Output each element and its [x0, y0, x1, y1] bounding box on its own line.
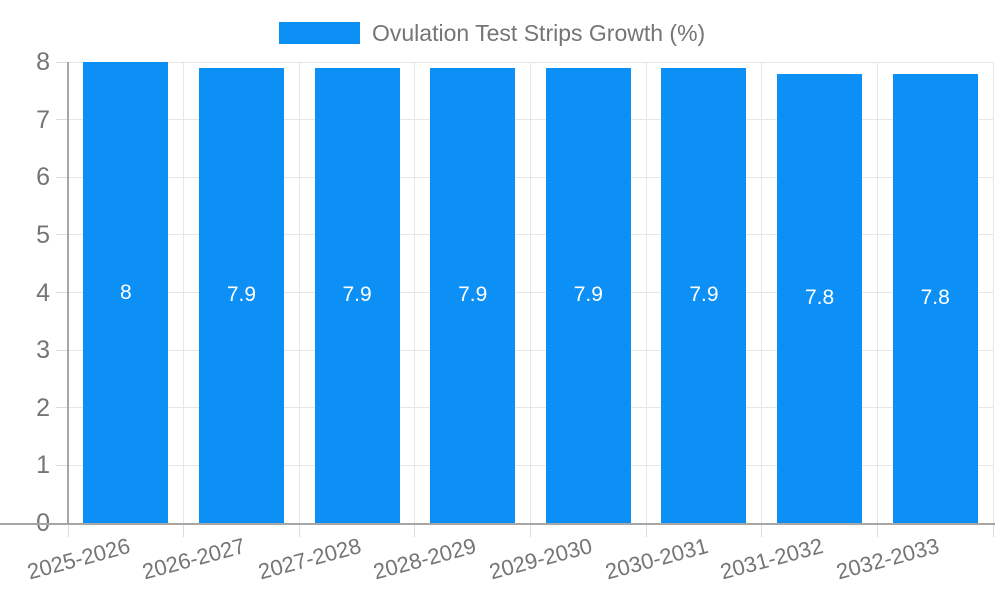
bar [545, 67, 631, 523]
x-tick-label: 2028-2029 [371, 533, 480, 585]
gridline-v [298, 62, 300, 523]
y-tick-label: 1 [36, 451, 50, 480]
y-tick-label: 8 [36, 48, 50, 76]
x-tick [183, 525, 185, 537]
legend-swatch [279, 22, 360, 44]
x-tick-label: 2030-2031 [602, 533, 711, 585]
x-tick [992, 525, 994, 537]
bar [198, 67, 284, 523]
y-tick-label: 7 [36, 105, 50, 134]
bar-value-label: 8 [119, 280, 132, 304]
legend-label: Ovulation Test Strips Growth (%) [372, 20, 706, 46]
bar [661, 67, 747, 523]
y-tick [56, 407, 68, 409]
y-tick-label: 2 [36, 393, 50, 422]
y-tick [56, 234, 68, 236]
y-tick-label: 4 [36, 278, 50, 307]
y-tick-label: 5 [36, 220, 50, 249]
gridline-v [992, 62, 994, 523]
y-tick-label: 6 [36, 163, 50, 192]
bar-value-label: 7.8 [920, 286, 950, 310]
x-tick [876, 525, 878, 537]
bar-value-label: 7.9 [342, 283, 372, 307]
y-tick [56, 464, 68, 466]
gridline-v [414, 62, 416, 523]
y-tick [56, 176, 68, 178]
y-axis-line [67, 62, 69, 525]
y-tick [56, 61, 68, 63]
bar [777, 73, 863, 523]
gridline-v [876, 62, 878, 523]
x-tick-label: 2032-2033 [833, 533, 942, 585]
bar [83, 62, 169, 523]
y-tick [56, 119, 68, 121]
bar [892, 73, 978, 523]
gridline-v [183, 62, 185, 523]
gridline-v [645, 62, 647, 523]
x-tick [530, 525, 531, 537]
bar-value-label: 7.9 [689, 283, 719, 307]
gridline-v [761, 62, 763, 523]
bar [430, 67, 516, 523]
x-tick-label: 2025-2026 [24, 533, 133, 585]
bar-value-label: 7.9 [458, 283, 488, 307]
x-tick [645, 525, 647, 537]
x-tick-label: 2027-2028 [255, 533, 364, 585]
bar-value-label: 7.9 [226, 283, 257, 307]
bar-value-label: 7.9 [573, 283, 603, 307]
bar [314, 67, 400, 523]
y-tick [56, 349, 68, 351]
y-tick-label: 3 [36, 336, 50, 365]
x-tick-label: 2029-2030 [486, 533, 595, 585]
x-tick-label: 2031-2032 [717, 533, 827, 585]
x-tick [298, 525, 300, 537]
x-axis-line [0, 523, 995, 525]
gridline-v [530, 62, 531, 523]
x-tick [67, 525, 69, 537]
bar-value-label: 7.8 [804, 286, 835, 310]
x-tick [414, 525, 416, 537]
y-tick [56, 292, 68, 293]
x-tick [761, 525, 763, 537]
x-tick-label: 2026-2027 [139, 533, 248, 585]
